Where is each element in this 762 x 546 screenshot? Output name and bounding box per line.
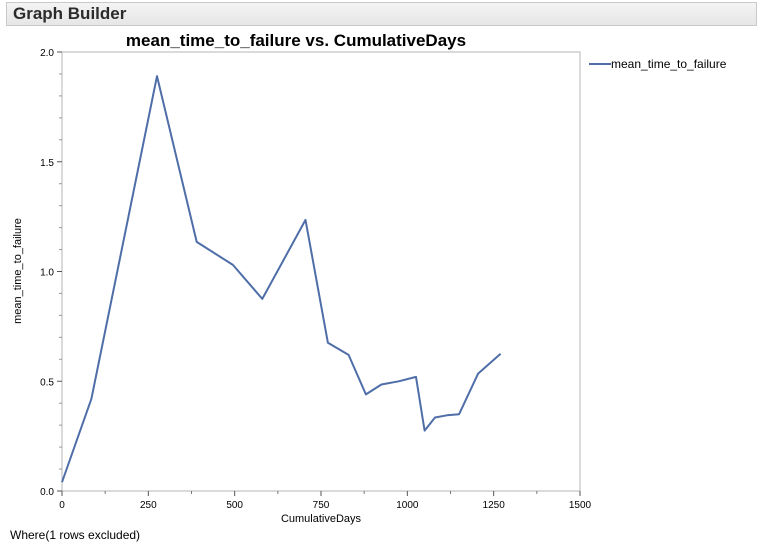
x-tick-label: 750 bbox=[313, 500, 330, 511]
series-group bbox=[61, 75, 502, 483]
x-axis-label: CumulativeDays bbox=[281, 513, 362, 525]
legend-entry: mean_time_to_failure bbox=[611, 57, 727, 71]
y-tick-label: 0.0 bbox=[40, 487, 54, 498]
y-tick-label: 0.5 bbox=[40, 377, 54, 388]
where-clause: Where(1 rows excluded) bbox=[10, 528, 141, 542]
x-tick-label: 250 bbox=[140, 500, 157, 511]
x-tick-label: 1500 bbox=[569, 500, 592, 511]
y-tick-label: 2.0 bbox=[40, 48, 54, 59]
y-tick-label: 1.5 bbox=[40, 158, 54, 169]
x-tick-label: 1250 bbox=[483, 500, 506, 511]
x-tick-label: 1000 bbox=[396, 500, 419, 511]
y-axis-label: mean_time_to_failure bbox=[12, 218, 24, 324]
chart-title: mean_time_to_failure vs. CumulativeDays bbox=[126, 31, 466, 50]
axes: 0 250 500 750 1000 1250 1500 0.0 0.5 1.0 1.5 2.0 bbox=[40, 48, 591, 511]
graph-builder-header: Graph Builder bbox=[6, 2, 757, 26]
series-line bbox=[61, 75, 502, 483]
x-tick-label: 500 bbox=[226, 500, 243, 511]
legend: mean_time_to_failure bbox=[589, 57, 727, 71]
y-tick-label: 1.0 bbox=[40, 268, 54, 279]
x-tick-label: 0 bbox=[59, 500, 65, 511]
window-title: Graph Builder bbox=[13, 4, 127, 23]
plot-frame bbox=[61, 51, 581, 492]
